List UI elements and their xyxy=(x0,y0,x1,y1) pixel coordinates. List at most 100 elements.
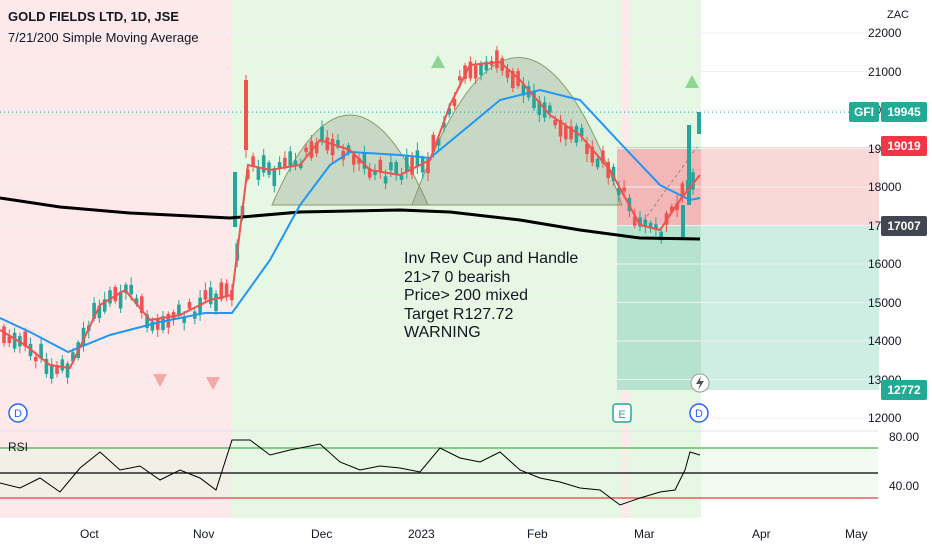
lightning-glyph xyxy=(696,376,704,390)
candle xyxy=(2,326,6,344)
candle xyxy=(521,84,526,96)
candle xyxy=(484,61,489,71)
rsi-label[interactable]: RSI xyxy=(8,440,29,454)
pattern-annotation[interactable]: Inv Rev Cup and Handle 21>7 0 bearish Pr… xyxy=(404,250,578,343)
candle xyxy=(187,302,192,309)
candle xyxy=(643,219,648,226)
candle xyxy=(325,137,330,151)
x-tick-label: Apr xyxy=(752,527,771,541)
earnings-icon xyxy=(612,403,632,423)
candle xyxy=(495,50,499,69)
dividend-icon xyxy=(8,403,28,423)
candle xyxy=(399,175,404,180)
rsi-lower-tick: 40.00 xyxy=(889,479,920,493)
candle xyxy=(256,167,261,180)
candle xyxy=(267,162,271,175)
candle xyxy=(261,155,266,173)
sell-signal-icon xyxy=(206,377,220,390)
candle xyxy=(352,154,356,165)
candle xyxy=(34,356,38,362)
signal-markers: D DE xyxy=(8,55,710,423)
candle xyxy=(60,359,65,371)
x-tick-label: 2023 xyxy=(408,527,435,541)
candle xyxy=(65,363,70,378)
candle xyxy=(283,157,287,168)
candle xyxy=(7,336,12,344)
earnings-icon-label: E xyxy=(618,409,625,421)
candle xyxy=(579,127,584,137)
candle xyxy=(606,161,610,179)
sma200-line xyxy=(0,196,701,241)
candle xyxy=(314,142,319,154)
candle xyxy=(410,157,414,175)
candle xyxy=(71,352,75,362)
candle xyxy=(479,62,483,76)
candle xyxy=(55,365,59,374)
candle xyxy=(12,332,17,349)
target-price-badge: 12772 xyxy=(881,380,927,400)
annotation-line: Price> 200 mixed xyxy=(404,287,529,304)
candle xyxy=(468,61,473,79)
candle xyxy=(198,297,202,315)
candle xyxy=(681,205,685,240)
candle xyxy=(182,316,186,324)
candle xyxy=(617,187,621,196)
candle xyxy=(564,126,568,140)
candle xyxy=(595,158,600,168)
x-tick-label: May xyxy=(845,527,868,541)
bullish-zone xyxy=(232,0,622,518)
candle xyxy=(611,166,616,182)
candle xyxy=(511,70,515,89)
candle xyxy=(293,160,298,167)
candle xyxy=(208,287,213,305)
rsi-line xyxy=(0,439,701,506)
candle xyxy=(134,298,139,305)
candle xyxy=(140,296,144,313)
candle xyxy=(367,168,372,178)
currency-label: ZAC xyxy=(887,9,909,21)
sell-signal-icon xyxy=(153,374,167,387)
candle xyxy=(330,138,335,156)
x-tick-label: Dec xyxy=(311,527,333,541)
rsi-panel xyxy=(0,430,878,506)
candle xyxy=(436,138,441,146)
candle xyxy=(590,146,595,163)
rsi-upper-tick: 80.00 xyxy=(889,430,920,444)
candle xyxy=(426,158,430,174)
annotation-line: WARNING xyxy=(404,324,481,341)
candle xyxy=(675,203,679,211)
y-tick-label: 14000 xyxy=(868,334,902,348)
annotation-line: 21>7 0 bearish xyxy=(404,268,511,286)
candle xyxy=(452,99,457,107)
symbol-badge: GFI xyxy=(849,102,879,122)
candle xyxy=(150,321,155,331)
sma7-line xyxy=(0,60,701,370)
dividend-icon-label: D xyxy=(695,408,703,420)
candle xyxy=(558,119,563,137)
candle xyxy=(420,157,425,173)
candle xyxy=(697,112,701,134)
candle xyxy=(277,162,282,169)
candle xyxy=(574,126,579,143)
sma21-line xyxy=(0,88,701,354)
candle xyxy=(155,318,160,330)
candle xyxy=(632,216,637,226)
candle xyxy=(378,159,383,172)
candle xyxy=(389,162,393,171)
stop-price-badge: 19019 xyxy=(881,136,927,156)
last-price-badge: 19945 xyxy=(881,102,927,122)
candle xyxy=(585,143,589,154)
candle xyxy=(44,358,49,374)
indicator-label[interactable]: 7/21/200 Simple Moving Average xyxy=(8,30,199,45)
candle xyxy=(39,343,43,359)
dividend-icon xyxy=(689,403,709,423)
candle xyxy=(320,126,324,143)
candle xyxy=(553,119,557,126)
candle xyxy=(505,69,510,78)
target-zone-active xyxy=(617,226,701,390)
candle xyxy=(458,76,462,81)
candle xyxy=(648,222,653,229)
candle xyxy=(92,302,96,319)
candle xyxy=(251,156,255,167)
